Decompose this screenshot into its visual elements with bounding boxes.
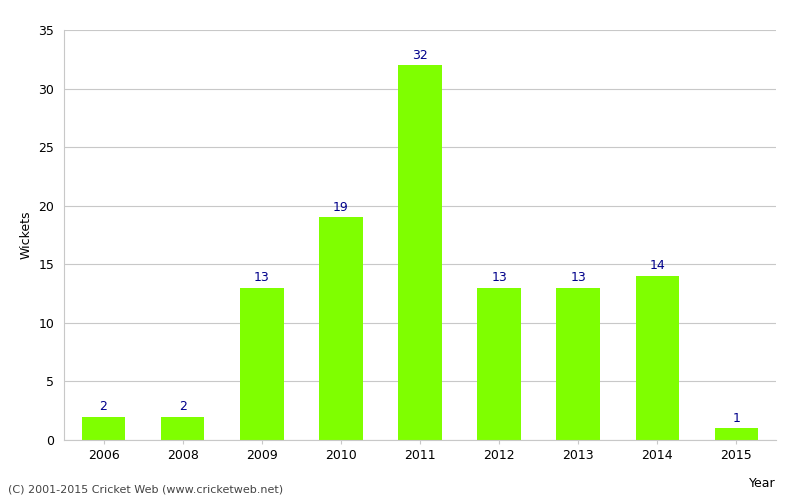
Text: (C) 2001-2015 Cricket Web (www.cricketweb.net): (C) 2001-2015 Cricket Web (www.cricketwe… — [8, 485, 283, 495]
Y-axis label: Wickets: Wickets — [20, 211, 33, 259]
Text: Year: Year — [750, 477, 776, 490]
Text: 13: 13 — [570, 271, 586, 284]
Text: 13: 13 — [254, 271, 270, 284]
Bar — [714, 428, 758, 440]
Text: 2: 2 — [178, 400, 186, 413]
Text: 13: 13 — [491, 271, 507, 284]
Bar — [82, 416, 126, 440]
Text: 14: 14 — [650, 260, 666, 272]
Bar — [557, 288, 600, 440]
Bar — [478, 288, 521, 440]
Text: 32: 32 — [412, 48, 428, 62]
Bar — [635, 276, 679, 440]
Text: 1: 1 — [733, 412, 740, 425]
Bar — [161, 416, 205, 440]
Bar — [240, 288, 283, 440]
Bar — [319, 218, 362, 440]
Bar — [398, 65, 442, 440]
Text: 19: 19 — [333, 201, 349, 214]
Text: 2: 2 — [100, 400, 107, 413]
